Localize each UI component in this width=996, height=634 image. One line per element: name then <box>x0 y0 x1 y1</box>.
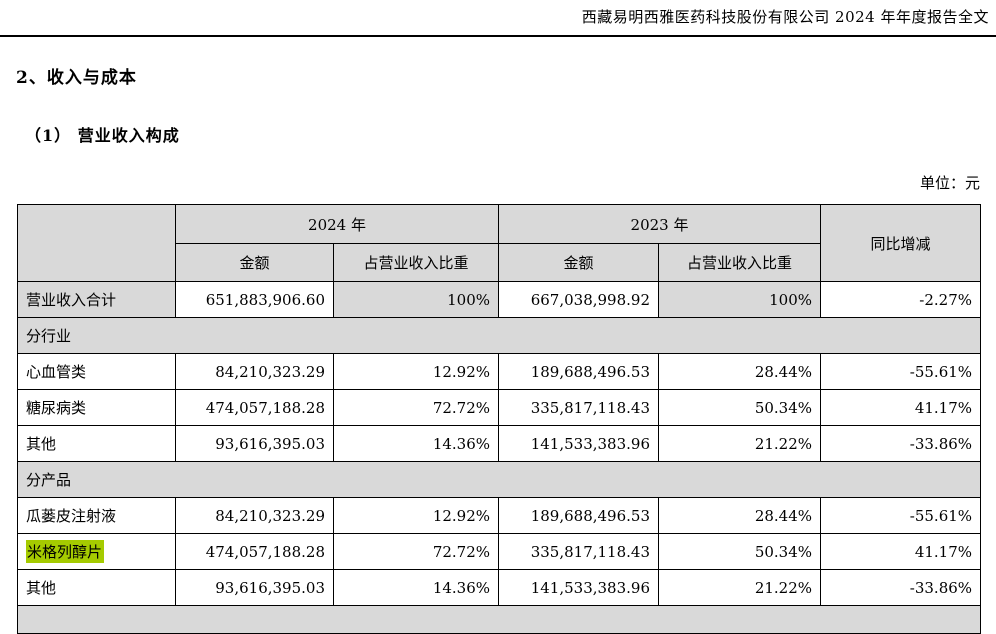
table-row-other-product: 其他 93,616,395.03 14.36% 141,533,383.96 2… <box>17 569 982 606</box>
page-header: 西藏易明西雅医药科技股份有限公司 2024 年年度报告全文 <box>0 7 989 28</box>
amount-2023-cell: 335,817,118.43 <box>498 389 660 426</box>
table-row-other-industry: 其他 93,616,395.03 14.36% 141,533,383.96 2… <box>17 425 982 462</box>
proportion-2024-cell: 12.92% <box>332 497 500 534</box>
proportion-2023-cell: 21.22% <box>658 425 822 462</box>
row-label: 心血管类 <box>17 353 176 390</box>
proportion-2024-cell: 14.36% <box>332 569 500 606</box>
proportion-2024-cell: 100% <box>332 281 500 318</box>
unit-label: 单位：元 <box>919 174 980 192</box>
year-2023-header: 2023 年 <box>498 204 822 244</box>
yoy-header: 同比增减 <box>820 204 982 282</box>
report-page: 西藏易明西雅医药科技股份有限公司 2024 年年度报告全文 2、收入与成本 （1… <box>0 7 996 634</box>
corner-cell <box>17 204 176 282</box>
amount-2023-header: 金额 <box>498 243 660 282</box>
yoy-cell: 41.17% <box>820 533 982 570</box>
proportion-2023-cell: 50.34% <box>658 389 822 426</box>
yoy-cell: -55.61% <box>820 497 982 534</box>
proportion-2023-cell: 100% <box>658 281 822 318</box>
subsection-title: （1） 营业收入构成 <box>25 126 180 145</box>
amount-2024-cell: 474,057,188.28 <box>175 389 334 426</box>
yoy-cell: -33.86% <box>820 425 982 462</box>
amount-2024-cell: 84,210,323.29 <box>175 497 334 534</box>
proportion-2023-cell: 28.44% <box>658 497 822 534</box>
proportion-2023-cell: 50.34% <box>658 533 822 570</box>
section-label: 分行业 <box>16 317 982 354</box>
yoy-cell: -55.61% <box>820 353 982 390</box>
amount-2024-cell: 93,616,395.03 <box>175 569 334 606</box>
amount-2024-cell: 93,616,395.03 <box>175 425 334 462</box>
header-row-metrics: 金额 占营业收入比重 金额 占营业收入比重 <box>18 243 981 282</box>
row-label: 其他 <box>17 425 176 462</box>
row-label: 瓜蒌皮注射液 <box>17 497 176 534</box>
section-label: 分产品 <box>16 461 982 498</box>
revenue-composition-table: 2024 年 2023 年 同比增减 金额 占营业收入比重 金额 占营业收入比重… <box>16 204 982 634</box>
row-label: 米格列醇片 <box>17 533 176 570</box>
amount-2024-header: 金额 <box>175 243 334 282</box>
yoy-cell: -33.86% <box>820 569 982 606</box>
amount-2023-cell: 189,688,496.53 <box>498 497 660 534</box>
amount-2023-cell: 141,533,383.96 <box>498 425 660 462</box>
table-row-diabetes: 糖尿病类 474,057,188.28 72.72% 335,817,118.4… <box>17 389 982 426</box>
year-2024-header: 2024 年 <box>174 204 500 244</box>
section-row-product: 分产品 <box>16 461 982 498</box>
header-divider <box>0 35 996 37</box>
table-row-total: 营业收入合计 651,883,906.60 100% 667,038,998.9… <box>17 281 982 318</box>
table-row-trichosanthes-injection: 瓜蒌皮注射液 84,210,323.29 12.92% 189,688,496.… <box>17 497 982 534</box>
yoy-cell: 41.17% <box>820 389 982 426</box>
yoy-cell: -2.27% <box>820 281 982 318</box>
section-row-industry: 分行业 <box>16 317 982 354</box>
row-label: 其他 <box>17 569 176 606</box>
proportion-2024-header: 占营业收入比重 <box>332 243 500 282</box>
table-row-miglitol-tablets: 米格列醇片 474,057,188.28 72.72% 335,817,118.… <box>17 533 982 570</box>
proportion-2023-cell: 28.44% <box>658 353 822 390</box>
proportion-2023-header: 占营业收入比重 <box>658 243 822 282</box>
highlighted-text: 米格列醇片 <box>26 540 105 563</box>
table-row-cardiovascular: 心血管类 84,210,323.29 12.92% 189,688,496.53… <box>17 353 982 390</box>
proportion-2024-cell: 12.92% <box>332 353 500 390</box>
row-label: 营业收入合计 <box>17 281 176 318</box>
proportion-2024-cell: 72.72% <box>332 389 500 426</box>
amount-2024-cell: 474,057,188.28 <box>175 533 334 570</box>
section-title: 2、收入与成本 <box>16 68 137 88</box>
proportion-2023-cell: 21.22% <box>658 569 822 606</box>
amount-2023-cell: 189,688,496.53 <box>498 353 660 390</box>
row-label: 糖尿病类 <box>17 389 176 426</box>
amount-2023-cell: 667,038,998.92 <box>498 281 660 318</box>
amount-2023-cell: 335,817,118.43 <box>498 533 660 570</box>
report-header-text: 西藏易明西雅医药科技股份有限公司 2024 年年度报告全文 <box>581 8 989 26</box>
amount-2024-cell: 84,210,323.29 <box>175 353 334 390</box>
proportion-2024-cell: 72.72% <box>332 533 500 570</box>
header-row-years: 2024 年 2023 年 同比增减 <box>17 204 982 282</box>
amount-2024-cell: 651,883,906.60 <box>175 281 334 318</box>
proportion-2024-cell: 14.36% <box>332 425 500 462</box>
amount-2023-cell: 141,533,383.96 <box>498 569 660 606</box>
